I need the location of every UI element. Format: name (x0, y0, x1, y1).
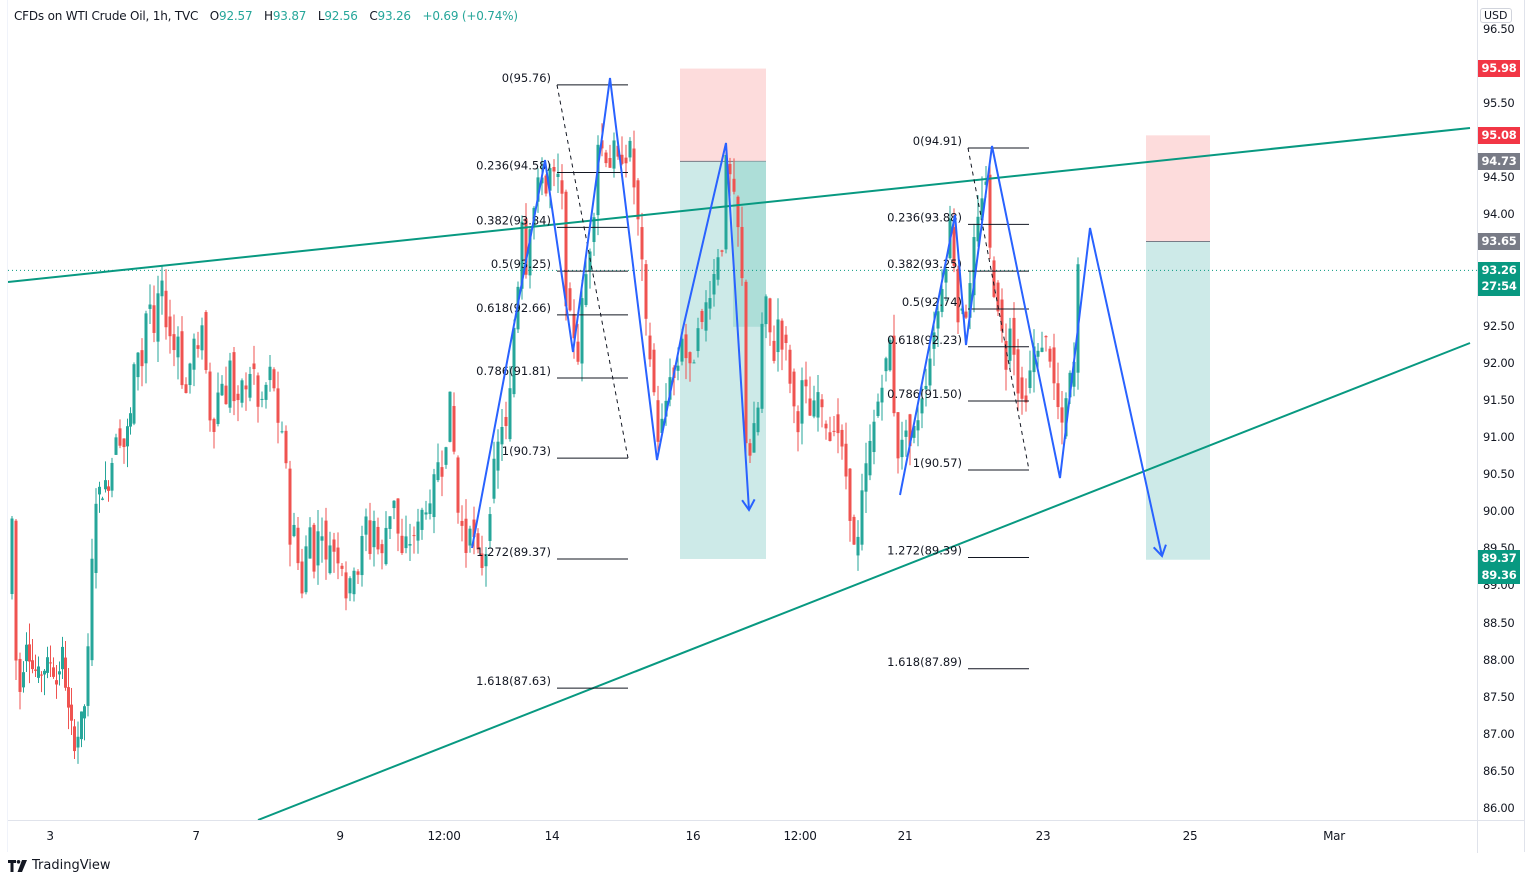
price-axis[interactable]: 96.50 95.50 94.50 94.00 92.50 92.00 91.50 91.00… (1477, 0, 1524, 820)
time-tick: Mar (1323, 829, 1345, 843)
price-label-value: 93.26 (1481, 262, 1517, 277)
price-tick: 96.50 (1483, 22, 1515, 36)
fib-level-label: 1.272(89.37) (476, 545, 551, 559)
currency-button[interactable]: USD (1480, 8, 1512, 23)
brand[interactable]: TradingView (8, 858, 111, 873)
fib-level-label: 1(90.57) (913, 456, 962, 470)
fib-level-label: 0.236(94.58) (476, 158, 551, 172)
pattern-right[interactable] (899, 145, 1167, 558)
low-label: L (317, 9, 325, 23)
arrow-head-icon (741, 498, 756, 512)
time-tick: 12:00 (427, 829, 461, 843)
price-tick: 92.50 (1483, 318, 1515, 333)
symbol-legend: CFDs on WTI Crude Oil, 1h, TVC O92.57 H9… (14, 9, 518, 23)
fib-level-label: 0.618(92.66) (476, 301, 551, 315)
fib-level-label: 1.618(87.89) (887, 655, 962, 669)
price-tick: 94.00 (1483, 207, 1515, 222)
arrow-head-icon (1152, 544, 1167, 558)
price-label-value: 94.73 (1481, 153, 1517, 168)
time-tick: 16 (685, 829, 701, 843)
close-label: C (369, 9, 378, 23)
price-tick: 87.00 (1483, 726, 1515, 741)
fib-level-label: 0(94.91) (913, 134, 962, 148)
price-label: 89.37 (1478, 550, 1520, 568)
axis-corner (1477, 820, 1524, 853)
fib-level-label: 0.5(92.74) (902, 295, 962, 309)
chart-frame[interactable] (7, 0, 1525, 852)
brand-name: TradingView (32, 858, 111, 873)
price-label-value: 89.36 (1481, 568, 1517, 583)
time-tick: 14 (544, 829, 560, 843)
time-tick: 12:00 (783, 829, 817, 843)
fib-level-label: 1(90.73) (502, 444, 551, 458)
time-axis[interactable]: 3 7 9 12:00 14 16 12:00 21 23 25 Mar (8, 820, 1477, 853)
price-tick: 91.50 (1483, 392, 1515, 407)
price-tick: 86.50 (1483, 763, 1515, 778)
time-tick: 9 (336, 829, 344, 843)
fib-level-label: 0.786(91.81) (476, 364, 551, 378)
price-tick: 92.00 (1483, 355, 1515, 370)
time-tick: 7 (192, 829, 200, 843)
low-value: 92.56 (324, 9, 358, 23)
time-tick: 23 (1035, 829, 1051, 843)
price-tick: 88.00 (1483, 652, 1515, 667)
time-tick: 21 (897, 829, 913, 843)
fib-level-label: 0.5(93.25) (491, 257, 551, 271)
price-label: 93.26 27:54 (1478, 261, 1520, 296)
price-tick: 88.50 (1483, 615, 1515, 630)
symbol-title[interactable]: CFDs on WTI Crude Oil, 1h, TVC (14, 9, 199, 23)
price-label-value: 89.37 (1481, 551, 1517, 566)
open-value: 92.57 (219, 9, 253, 23)
price-tick: 91.00 (1483, 430, 1515, 445)
fib-level-label: 1.618(87.63) (476, 674, 551, 688)
bar-countdown: 27:54 (1481, 278, 1517, 293)
price-label-value: 93.65 (1481, 233, 1517, 248)
high-value: 93.87 (272, 9, 307, 23)
fib-level-label: 0.618(92.23) (887, 333, 962, 347)
price-label: 95.08 (1478, 126, 1520, 144)
tradingview-logo-icon (8, 859, 27, 872)
price-label-value: 95.08 (1481, 127, 1517, 142)
price-tick: 94.50 (1483, 170, 1515, 185)
time-tick: 25 (1182, 829, 1198, 843)
price-tick: 90.00 (1483, 504, 1515, 519)
fib-left[interactable]: 0(95.76) 0.236(94.58) 0.382(93.84) 0.5(93.2… (476, 71, 629, 689)
price-tick: 87.50 (1483, 689, 1515, 704)
fib-level-label: 0(95.76) (502, 71, 551, 85)
fib-level-label: 0.382(93.25) (887, 257, 962, 271)
fib-level-label: 0.382(93.84) (476, 213, 551, 227)
short-position-2[interactable] (1146, 135, 1210, 560)
fib-level-label: 0.786(91.50) (887, 387, 962, 401)
price-label: 94.73 (1478, 152, 1520, 170)
upper-channel-trendline[interactable] (8, 127, 1471, 283)
fib-level-label: 0.236(93.88) (887, 210, 962, 224)
price-label: 95.98 (1478, 60, 1520, 78)
high-label: H (264, 9, 273, 23)
price-tick: 86.00 (1483, 800, 1515, 815)
pattern-left[interactable] (471, 77, 756, 549)
price-label: 93.65 (1478, 232, 1520, 250)
lower-channel-trendline[interactable] (257, 342, 1471, 820)
close-value: 93.26 (377, 9, 412, 23)
price-tick: 90.50 (1483, 467, 1515, 482)
fib-level-label: 1.272(89.39) (887, 543, 962, 557)
price-tick: 95.50 (1483, 96, 1515, 111)
fib-right[interactable]: 0(94.91) 0.236(93.88) 0.382(93.25) 0.5(92.7… (887, 134, 1030, 670)
change-value: +0.69 (+0.74%) (422, 9, 519, 23)
price-label-value: 95.98 (1481, 61, 1517, 76)
open-label: O (209, 9, 220, 23)
candles (10, 123, 1080, 764)
time-tick: 3 (46, 829, 54, 843)
price-label: 89.36 (1478, 567, 1520, 585)
